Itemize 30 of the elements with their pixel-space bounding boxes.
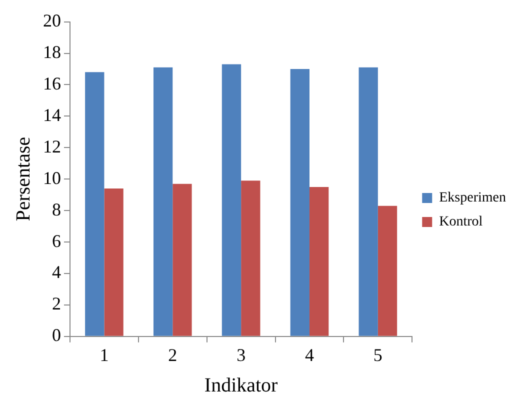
bar xyxy=(222,64,242,336)
bar xyxy=(241,180,260,336)
bar xyxy=(309,186,329,336)
x-tick-label: 4 xyxy=(304,344,314,365)
y-tick-label: 2 xyxy=(52,294,61,314)
y-tick-label: 10 xyxy=(43,168,61,188)
x-tick-label: 2 xyxy=(168,344,178,365)
x-axis-title: Indikator xyxy=(204,374,278,396)
bar xyxy=(104,188,124,336)
y-tick-label: 20 xyxy=(43,10,61,31)
x-tick-label: 1 xyxy=(100,344,109,365)
bar xyxy=(172,184,192,336)
bar xyxy=(290,68,310,336)
y-axis-title: Persentase xyxy=(12,136,34,222)
x-tick-label: 3 xyxy=(236,344,246,365)
y-tick-label: 4 xyxy=(52,262,61,282)
y-tick-label: 14 xyxy=(43,104,61,125)
y-tick-label: 8 xyxy=(52,199,61,220)
y-tick-label: 12 xyxy=(43,136,61,156)
bar xyxy=(85,72,104,336)
bar xyxy=(358,67,378,336)
y-tick-label: 0 xyxy=(52,325,61,346)
bar xyxy=(378,206,398,336)
legend-label: Eksperimen xyxy=(439,190,506,206)
y-tick-label: 16 xyxy=(43,73,61,94)
bar xyxy=(153,67,173,336)
y-tick-label: 18 xyxy=(43,42,61,62)
legend-label: Kontrol xyxy=(439,214,483,230)
y-tick-label: 6 xyxy=(52,230,61,251)
x-tick-label: 5 xyxy=(373,344,382,365)
